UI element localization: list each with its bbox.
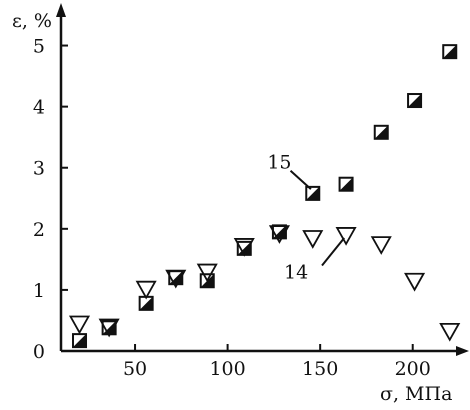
annotation-label-14: 14 xyxy=(284,262,308,284)
x-tick-label: 100 xyxy=(209,358,245,380)
point-triangle xyxy=(268,225,290,244)
point-square xyxy=(338,176,354,192)
x-tick-label: 150 xyxy=(302,358,338,380)
y-axis-label: ε, % xyxy=(12,10,52,32)
point-triangle xyxy=(302,230,324,249)
data-points xyxy=(68,44,461,349)
point-square xyxy=(236,240,252,256)
y-tick-label: 5 xyxy=(33,36,45,58)
annotation-leader-15 xyxy=(289,170,312,190)
point-triangle xyxy=(68,315,91,335)
point-square xyxy=(305,185,321,201)
y-tick-label: 4 xyxy=(33,97,45,119)
y-tick-label: 2 xyxy=(33,219,45,241)
point-square xyxy=(138,295,154,311)
x-axis-label: σ, МПа xyxy=(380,383,452,405)
point-triangle xyxy=(135,280,157,300)
point-triangle xyxy=(98,318,120,338)
point-triangle xyxy=(196,263,218,283)
axes xyxy=(56,3,469,356)
y-axis-arrow xyxy=(56,3,66,17)
point-square xyxy=(72,333,88,349)
x-axis-arrow xyxy=(456,346,469,356)
point-triangle xyxy=(233,238,255,257)
x-tick-label: 50 xyxy=(123,358,147,380)
x-tick-label: 200 xyxy=(395,358,431,380)
point-triangle xyxy=(165,269,187,289)
point-square xyxy=(373,124,389,140)
ticks: 50 100 150 200 0 1 2 3 4 5 xyxy=(33,36,431,380)
point-square xyxy=(442,44,458,60)
point-square xyxy=(271,224,287,240)
point-triangle xyxy=(335,227,357,246)
annotation-leader-14 xyxy=(321,237,346,267)
point-triangle xyxy=(404,272,426,292)
point-triangle xyxy=(439,322,461,342)
y-tick-label: 1 xyxy=(33,280,45,302)
annotation-label-15: 15 xyxy=(267,152,291,174)
point-square xyxy=(407,93,423,109)
y-tick-label: 3 xyxy=(33,158,45,180)
y-tick-label: 0 xyxy=(33,341,45,363)
point-triangle xyxy=(370,236,392,255)
